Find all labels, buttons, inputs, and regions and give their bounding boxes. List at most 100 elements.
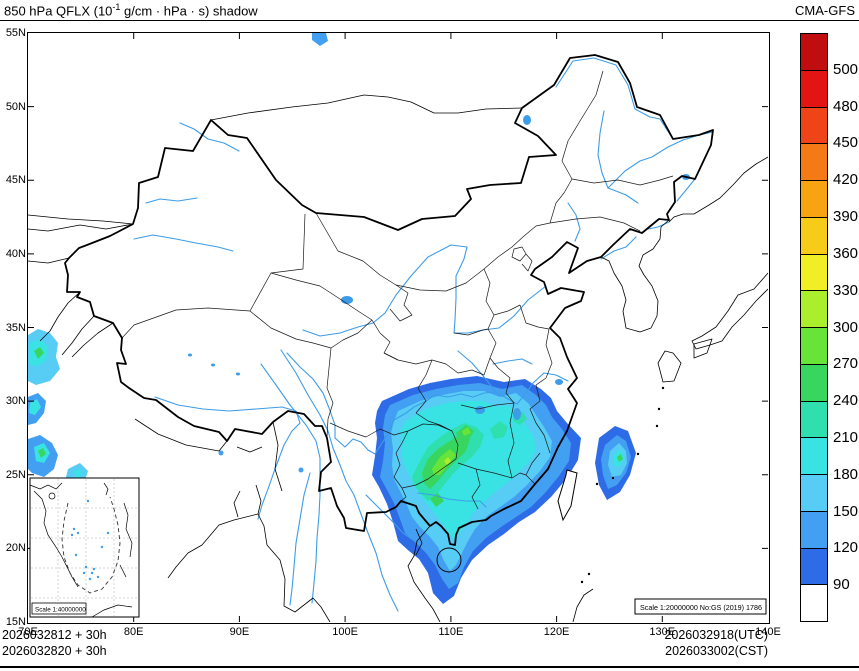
colorbar-cell bbox=[801, 585, 827, 621]
colorbar-label: 210 bbox=[833, 428, 859, 446]
colorbar-label: 240 bbox=[833, 392, 859, 410]
colorbar-cell bbox=[801, 34, 827, 71]
colorbar-cell bbox=[801, 328, 827, 365]
colorbar-cell bbox=[801, 144, 827, 181]
tai-lake bbox=[554, 378, 563, 385]
tibet-lake-2 bbox=[235, 372, 240, 375]
luzon-coast bbox=[572, 588, 593, 622]
map-plot-area: Scale 1:40000000 Scale 1:20000000 No:GS … bbox=[26, 31, 770, 624]
inset-hainan bbox=[48, 492, 55, 499]
footer-valid-line-cst: 2026033002(CST) bbox=[665, 644, 768, 658]
footer-valid-times: 2026032918(UTC) 2026033002(CST) bbox=[664, 627, 768, 659]
hainan-island bbox=[436, 547, 461, 572]
header-rule bbox=[0, 20, 859, 21]
lat-axis-label: 50N bbox=[5, 100, 26, 113]
songhua-river bbox=[596, 109, 697, 204]
han-river bbox=[456, 349, 497, 393]
shade-west-edge-c3 bbox=[37, 447, 46, 458]
mongolia-russia-border bbox=[210, 94, 522, 120]
colorbar-label: 180 bbox=[833, 465, 859, 483]
map-scale-text: Scale 1:20000000 No:GS (2019) 1786 bbox=[640, 603, 762, 612]
foreign-borders-coastlines bbox=[27, 94, 768, 622]
amur-ussuri-rivers bbox=[554, 56, 714, 202]
shade-spot-top bbox=[311, 32, 328, 46]
liao-river bbox=[566, 201, 581, 242]
shade-south-china-300 bbox=[443, 456, 451, 465]
colorbar-cell bbox=[801, 548, 827, 586]
footer-init-line-1: 2026032812 + 30h bbox=[2, 628, 107, 642]
bay-of-bengal-coast bbox=[167, 513, 330, 622]
colorbar-cell bbox=[801, 70, 827, 108]
lat-axis-label: 40N bbox=[5, 247, 26, 260]
shade-west-edge-d2 bbox=[73, 468, 82, 479]
map-scale-box: Scale 1:20000000 No:GS (2019) 1786 bbox=[634, 598, 766, 614]
shade-south-china-270b bbox=[461, 426, 471, 436]
shade-west-edge-a3 bbox=[33, 346, 44, 359]
colorbar-cell bbox=[801, 511, 827, 549]
shade-spot-2 bbox=[298, 467, 303, 472]
mekong-river bbox=[279, 348, 399, 612]
lat-axis-label: 30N bbox=[5, 395, 26, 408]
huai-river bbox=[491, 357, 533, 365]
nepal-bhutan-borders bbox=[134, 418, 262, 452]
colorbar-label: 90 bbox=[833, 576, 850, 594]
lon-axis-label: 120E bbox=[543, 626, 570, 638]
pearl-river bbox=[416, 491, 487, 508]
irrawaddy-river bbox=[288, 471, 311, 606]
south-china-sea-inset: Scale 1:40000000 bbox=[29, 477, 139, 617]
honshu-coast bbox=[691, 272, 768, 349]
tibet-lake-1 bbox=[210, 363, 215, 366]
bottom-rule bbox=[0, 666, 859, 668]
lat-axis-label: 55N bbox=[5, 27, 26, 39]
lat-axis-label: 45N bbox=[5, 174, 26, 187]
yangtze-river bbox=[285, 351, 569, 455]
china-national-border bbox=[63, 53, 714, 546]
qflx-shading bbox=[27, 32, 636, 604]
colorbar-cell bbox=[801, 401, 827, 439]
shade-south-china-270a bbox=[431, 448, 456, 475]
dongting-lake bbox=[474, 405, 485, 414]
colorbar-cell bbox=[801, 254, 827, 292]
lat-axis-label: 35N bbox=[5, 321, 26, 334]
colorbar-label: 360 bbox=[833, 244, 859, 262]
colorbar-label: 120 bbox=[833, 539, 859, 557]
colorbar-cell bbox=[801, 364, 827, 402]
colorbar-label: 480 bbox=[833, 97, 859, 115]
ryukyu-islands bbox=[580, 386, 664, 583]
ili-river bbox=[144, 196, 198, 204]
shade-south-china-210b bbox=[489, 420, 508, 439]
irtysh-river bbox=[178, 121, 240, 152]
chart-title: 850 hPa QFLX (10-1 g/cm · hPa · s) shado… bbox=[4, 2, 258, 19]
colorbar-cell bbox=[801, 475, 827, 512]
shade-spot-1 bbox=[218, 450, 223, 455]
red-river bbox=[364, 493, 414, 541]
colorbar-label: 420 bbox=[833, 171, 859, 189]
shade-west-edge-b2 bbox=[28, 398, 41, 415]
footer-valid-line-utc: 2026032918(UTC) bbox=[664, 628, 768, 642]
province-borders bbox=[121, 70, 673, 509]
india-myanmar-border bbox=[272, 421, 282, 491]
lakes bbox=[187, 114, 690, 420]
tarim-river bbox=[132, 233, 234, 252]
colorbar-label: 500 bbox=[833, 60, 859, 78]
vietnam-coast bbox=[407, 525, 440, 622]
inset-coastlines bbox=[29, 482, 132, 617]
inset-island-dots bbox=[70, 499, 109, 580]
lon-axis-label: 80E bbox=[123, 626, 144, 638]
poyang-lake bbox=[512, 407, 521, 420]
inset-graticule bbox=[30, 478, 138, 616]
model-name-label: CMA-GFS bbox=[795, 3, 855, 18]
bangladesh-borders bbox=[233, 484, 261, 517]
colorbar-label: 390 bbox=[833, 208, 859, 226]
yellow-river bbox=[301, 243, 547, 337]
colorbar-label: 300 bbox=[833, 318, 859, 336]
colorbar-cell bbox=[801, 291, 827, 328]
central-asia-borders bbox=[27, 214, 133, 263]
colorbar-label: 270 bbox=[833, 355, 859, 373]
shade-east-taiwan-240 bbox=[616, 453, 623, 462]
lon-axis-label: 110E bbox=[438, 626, 464, 638]
lon-axis-label: 100E bbox=[332, 626, 358, 638]
title-exponent: -1 bbox=[112, 2, 121, 12]
lon-axis-label: 70E bbox=[18, 626, 38, 638]
qinghai-lake bbox=[340, 295, 353, 304]
